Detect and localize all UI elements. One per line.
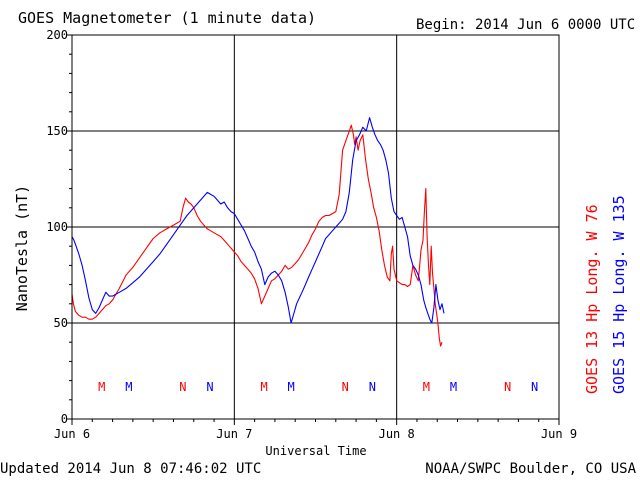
x-tick-label: Jun 9 xyxy=(541,427,577,441)
series-lines xyxy=(71,117,445,347)
marker-label: N xyxy=(206,380,213,394)
marker-label: N xyxy=(504,380,511,394)
y-tick-label: 0 xyxy=(61,412,68,426)
y-axis-label: NanoTesla (nT) xyxy=(13,185,31,311)
y-tick-label: 150 xyxy=(46,124,68,138)
x-tick-label: Jun 6 xyxy=(54,427,90,441)
marker-label: M xyxy=(288,380,295,394)
x-axis-label: Universal Time xyxy=(265,444,366,458)
updated-timestamp: Updated 2014 Jun 8 07:46:02 UTC xyxy=(0,461,261,477)
legend-goes15: GOES 15 Hp Long. W 135 xyxy=(610,195,628,394)
chart-title: GOES Magnetometer (1 minute data) xyxy=(18,9,316,27)
legend-goes13: GOES 13 Hp Long. W 76 xyxy=(583,204,601,394)
marker-label: M xyxy=(423,380,430,394)
credit-label: NOAA/SWPC Boulder, CO USA xyxy=(425,461,636,477)
plot-grid xyxy=(72,35,559,419)
marker-label: M xyxy=(260,380,267,394)
marker-label: N xyxy=(369,380,376,394)
y-axis-ticks: 0 50 100 150 200 xyxy=(46,28,72,426)
begin-time: Begin: 2014 Jun 6 0000 UTC xyxy=(416,17,635,33)
marker-label: M xyxy=(125,380,132,394)
marker-label: N xyxy=(531,380,538,394)
marker-label: M xyxy=(98,380,105,394)
marker-label: N xyxy=(342,380,349,394)
y-tick-label: 200 xyxy=(46,28,68,42)
marker-label: M xyxy=(450,380,457,394)
legend: GOES 13 Hp Long. W 76 GOES 15 Hp Long. W … xyxy=(583,195,628,394)
x-tick-label: Jun 7 xyxy=(216,427,252,441)
x-tick-label: Jun 8 xyxy=(379,427,415,441)
y-tick-label: 50 xyxy=(54,316,68,330)
y-tick-label: 100 xyxy=(46,220,68,234)
marker-label: N xyxy=(179,380,186,394)
series-goes13-line xyxy=(71,124,443,347)
series-goes15-line xyxy=(71,117,445,324)
x-axis-ticks: Jun 6 Jun 7 Jun 8 Jun 9 xyxy=(54,419,577,441)
